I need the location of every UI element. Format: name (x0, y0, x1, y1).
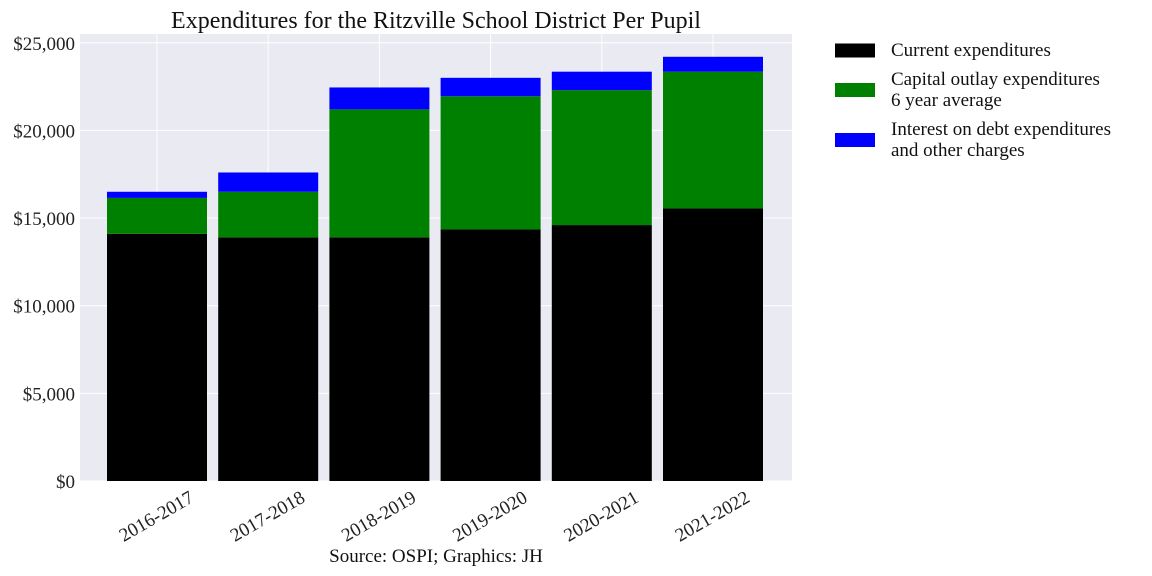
legend-label: 6 year average (891, 90, 1002, 111)
bar-segment-1-2017-2018 (218, 237, 319, 481)
y-tick-label: $0 (56, 472, 75, 493)
bar-segment-3-2017-2018 (218, 172, 319, 192)
bar-segment-2-2021-2022 (663, 71, 763, 209)
bar-segment-1-2016-2017 (107, 233, 207, 481)
y-axis-ticks: $0 $5,000 $10,000 $15,000 $20,000 $25,000 (13, 34, 75, 493)
bar-segment-3-2016-2017 (107, 191, 207, 198)
legend-label: and other charges (891, 140, 1025, 161)
legend-label: Interest on debt expenditures (891, 119, 1111, 140)
bars (107, 56, 763, 481)
x-tick-label: 2021-2022 (672, 487, 754, 546)
legend-swatch (835, 133, 875, 147)
x-tick-label: 2017-2018 (227, 487, 309, 546)
y-tick-label: $25,000 (13, 34, 75, 55)
x-tick-label: 2020-2021 (561, 487, 643, 546)
y-tick-label: $10,000 (13, 297, 75, 318)
legend-swatch (835, 43, 875, 58)
legend-label: Current expenditures (891, 40, 1051, 61)
source-note: Source: OSPI; Graphics: JH (329, 546, 543, 567)
legend-swatch (835, 83, 875, 97)
legend: Current expenditures Capital outlay expen… (835, 40, 1111, 161)
bar-segment-3-2018-2019 (329, 87, 430, 110)
bar-segment-1-2019-2020 (440, 229, 541, 481)
bar-segment-2-2017-2018 (218, 191, 319, 238)
bar-segment-3-2021-2022 (663, 56, 763, 72)
x-axis-ticks: 2016-2017 2017-2018 2018-2019 2019-2020 2020… (116, 487, 754, 546)
y-tick-label: $20,000 (13, 121, 75, 142)
bar-segment-2-2020-2021 (551, 90, 652, 226)
bar-segment-3-2019-2020 (440, 77, 541, 97)
x-tick-label: 2019-2020 (449, 487, 531, 546)
x-tick-label: 2016-2017 (116, 487, 198, 546)
legend-label: Capital outlay expenditures (891, 69, 1100, 90)
x-tick-label: 2018-2019 (338, 487, 420, 546)
bar-segment-2-2018-2019 (329, 109, 430, 238)
bar-segment-1-2020-2021 (551, 225, 652, 481)
bar-segment-2-2019-2020 (440, 96, 541, 230)
bar-segment-3-2020-2021 (551, 71, 652, 91)
y-tick-label: $5,000 (23, 384, 75, 405)
chart-title: Expenditures for the Ritzville School Di… (171, 8, 701, 34)
bar-segment-1-2018-2019 (329, 237, 430, 481)
bar-segment-1-2021-2022 (663, 208, 763, 481)
bar-segment-2-2016-2017 (107, 197, 207, 234)
y-tick-label: $15,000 (13, 209, 75, 230)
